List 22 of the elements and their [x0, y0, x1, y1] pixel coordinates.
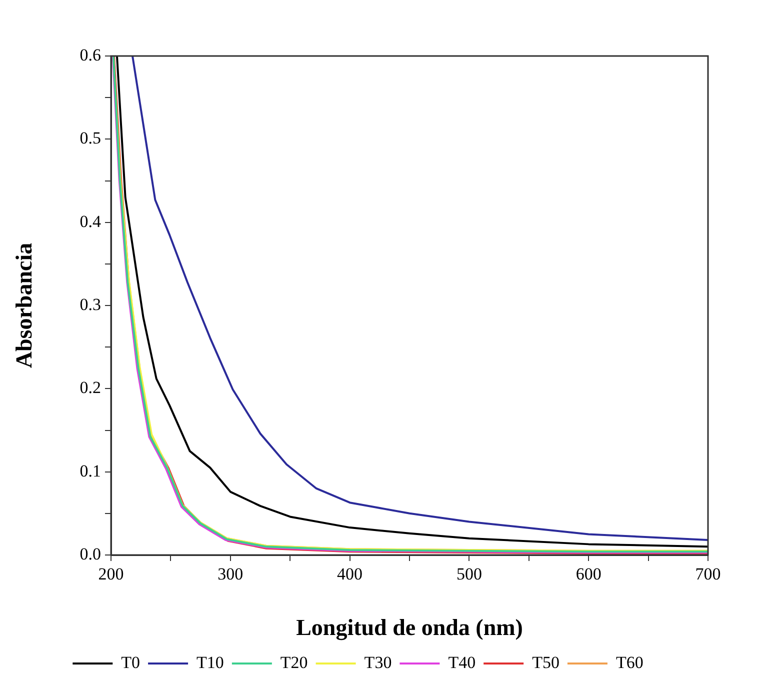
y-tick-label: 0.3 — [80, 294, 101, 314]
x-tick-label: 200 — [98, 564, 124, 584]
legend-label: T60 — [616, 652, 644, 672]
y-tick-label: 0.6 — [80, 45, 101, 64]
x-tick-label: 300 — [218, 564, 244, 584]
y-tick-label: 0.2 — [80, 378, 101, 398]
y-tick-label: 0.1 — [80, 461, 101, 480]
legend-label: T40 — [448, 652, 476, 672]
x-tick-label: 500 — [456, 564, 482, 584]
legend-label: T10 — [196, 652, 224, 672]
y-axis-title: Absorbancia — [12, 242, 37, 368]
legend-label: T30 — [364, 652, 392, 672]
x-tick-label: 400 — [337, 564, 363, 584]
y-tick-label: 0.4 — [80, 212, 102, 231]
legend-label: T20 — [280, 652, 308, 672]
x-tick-label: 700 — [695, 564, 721, 584]
y-tick-label: 0.5 — [80, 128, 101, 148]
x-tick-label: 600 — [576, 564, 602, 584]
legend-label: T50 — [532, 652, 560, 672]
legend-label: T0 — [121, 652, 140, 672]
x-axis-title: Longitud de onda (nm) — [296, 615, 523, 642]
y-tick-label: 0.0 — [80, 544, 101, 564]
